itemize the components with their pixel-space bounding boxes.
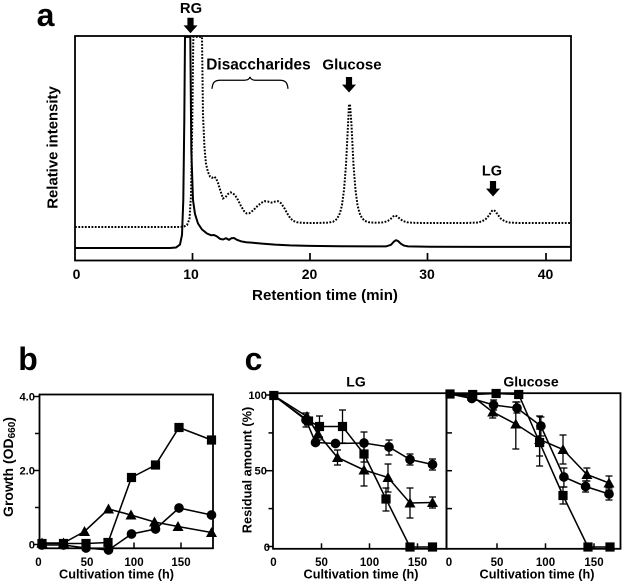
svg-text:150: 150: [408, 557, 427, 569]
svg-text:100: 100: [360, 557, 379, 569]
svg-text:20: 20: [302, 266, 318, 282]
svg-text:Relative intensity: Relative intensity: [46, 86, 62, 209]
svg-text:2.0: 2.0: [19, 466, 35, 478]
svg-text:100: 100: [536, 557, 555, 569]
svg-text:Cultivation time (h): Cultivation time (h): [59, 568, 174, 582]
svg-text:LG: LG: [346, 374, 366, 390]
svg-text:0: 0: [446, 557, 452, 569]
svg-text:50: 50: [315, 557, 328, 569]
svg-text:Disaccharides: Disaccharides: [206, 57, 310, 74]
svg-text:RG: RG: [180, 1, 202, 17]
svg-text:0: 0: [35, 557, 41, 569]
svg-text:50: 50: [255, 466, 267, 478]
svg-text:0: 0: [264, 542, 270, 554]
svg-text:40: 40: [538, 266, 554, 282]
svg-text:10: 10: [183, 266, 199, 282]
svg-text:50: 50: [81, 557, 94, 569]
svg-text:0: 0: [73, 266, 81, 282]
svg-text:0: 0: [270, 557, 276, 569]
svg-text:30: 30: [419, 266, 435, 282]
svg-text:50: 50: [491, 557, 504, 569]
svg-text:LG: LG: [482, 164, 502, 180]
svg-text:100: 100: [248, 390, 267, 402]
svg-text:a: a: [37, 0, 55, 33]
svg-text:Residual amount (%): Residual amount (%): [240, 407, 255, 534]
svg-text:Cultivation time (h): Cultivation time (h): [304, 568, 419, 582]
svg-text:Cultivation time (h): Cultivation time (h): [480, 568, 595, 582]
svg-text:Glucose: Glucose: [322, 57, 381, 74]
svg-text:150: 150: [584, 557, 603, 569]
svg-text:100: 100: [124, 557, 143, 569]
svg-text:b: b: [18, 341, 38, 377]
svg-text:c: c: [245, 341, 263, 377]
svg-text:Retention time (min): Retention time (min): [252, 287, 398, 304]
svg-text:0: 0: [29, 540, 35, 552]
svg-text:Growth (OD660): Growth (OD660): [0, 417, 18, 517]
svg-text:Glucose: Glucose: [503, 374, 558, 390]
svg-text:4.0: 4.0: [19, 392, 35, 404]
svg-text:150: 150: [171, 557, 190, 569]
